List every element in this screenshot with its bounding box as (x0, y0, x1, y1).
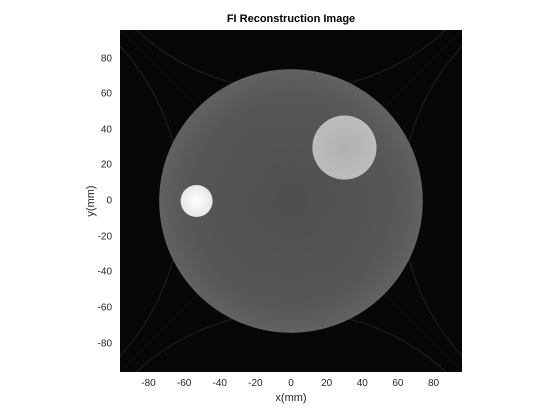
reconstruction-image (120, 30, 462, 372)
plot-title: FI Reconstruction Image (226, 13, 356, 25)
y-tick-label: 40 (100, 124, 112, 136)
small-insert (180, 184, 213, 218)
x-tick-label: 20 (321, 378, 333, 389)
plot-area (120, 30, 462, 372)
y-tick-label: -40 (97, 266, 112, 278)
y-tick-label: -60 (97, 302, 112, 314)
x-tick-label: -80 (141, 378, 156, 389)
y-tick-label: 0 (106, 195, 112, 207)
x-tick-label: 0 (288, 378, 294, 389)
x-axis-label: x(mm) (275, 392, 307, 404)
x-tick-label: -20 (248, 378, 263, 389)
y-tick-label: -20 (97, 231, 112, 243)
x-tick-label: -60 (176, 378, 192, 389)
y-tick-label: 80 (100, 53, 112, 64)
y-tick-label: -80 (97, 338, 112, 349)
y-tick-label: 20 (100, 159, 112, 171)
x-tick-label: -40 (212, 378, 227, 389)
x-tick-label: 60 (392, 378, 404, 389)
x-tick-label: 80 (427, 378, 440, 389)
y-axis-label: y(mm) (85, 185, 97, 217)
x-tick-label: 40 (356, 378, 368, 389)
large-insert (312, 115, 377, 180)
y-tick-label: 60 (100, 88, 112, 100)
